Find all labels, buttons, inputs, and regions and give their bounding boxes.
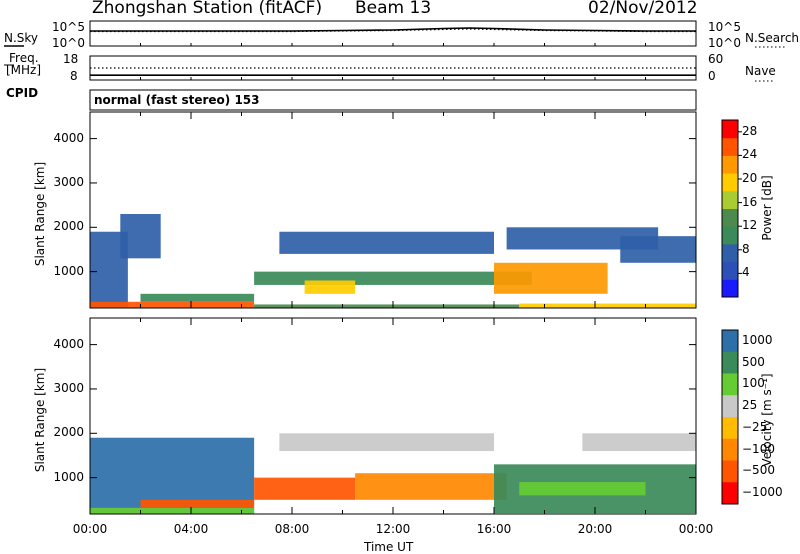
colorbar-segment — [722, 330, 738, 353]
data-band — [279, 231, 494, 254]
x-tick-label: 12:00 — [375, 522, 411, 536]
colorbar-tick-label: 24 — [742, 147, 758, 162]
nave-tick-top: 60 — [708, 52, 724, 66]
freq-label: Freq. — [9, 51, 39, 65]
data-band — [279, 433, 494, 452]
strip-series-line — [90, 28, 696, 33]
nave-label: Nave — [745, 64, 776, 78]
strip-frame — [89, 55, 697, 81]
colorbar-tick-label: −25 — [742, 419, 768, 434]
data-band — [494, 262, 608, 294]
n-sky-tick-top: 10^5 — [52, 20, 85, 34]
y-tick-label: 4000 — [53, 336, 84, 351]
colorbar-tick-label: −500 — [742, 463, 775, 478]
y-tick-label: 3000 — [53, 380, 84, 395]
y-tick-label: 2000 — [53, 425, 84, 440]
freq-tick-top: 18 — [63, 52, 79, 66]
n-sky-tick-bottom: 10^0 — [52, 36, 85, 50]
colorbar-tick-label: 500 — [742, 354, 765, 369]
colorbar-segment — [722, 373, 738, 396]
colorbar-frame — [721, 329, 739, 505]
velocity-y-axis-label: Slant Range [km] — [33, 367, 47, 473]
x-tick-label: 00:00 — [72, 522, 108, 536]
y-tick-label: 2000 — [53, 219, 84, 234]
power-y-axis-label: Slant Range [km] — [33, 161, 47, 267]
colorbar-tick-label: 20 — [742, 171, 758, 185]
x-axis-label: Time UT — [364, 540, 414, 554]
data-band — [304, 280, 356, 294]
data-band — [355, 473, 507, 500]
colorbar-segment — [722, 417, 738, 440]
colorbar-tick-label: 25 — [742, 398, 758, 413]
colorbar-segment — [722, 137, 738, 156]
colorbar-segment — [722, 279, 738, 298]
cpid-frame — [89, 89, 697, 111]
colorbar-segment — [722, 482, 738, 505]
data-band — [620, 236, 696, 263]
colorbar-segment — [722, 243, 738, 263]
colorbar-segment — [722, 460, 738, 483]
colorbar-frame — [721, 119, 739, 298]
station-title: Zhongshan Station (fitACF) — [92, 0, 323, 18]
colorbar-segment — [722, 395, 738, 418]
colorbar-segment — [722, 226, 738, 245]
colorbar-tick-label: 8 — [742, 241, 750, 256]
data-band — [140, 499, 255, 508]
x-tick-label: 16:00 — [476, 522, 512, 536]
colorbar-tick-label: −100 — [742, 441, 775, 456]
colorbar-tick-label: 100 — [742, 376, 765, 391]
n-search-tick-bottom: 10^0 — [708, 36, 741, 50]
data-band — [254, 477, 356, 500]
data-band — [582, 433, 696, 452]
data-band — [254, 271, 532, 285]
beam-label: Beam 13 — [355, 0, 432, 18]
velocity-heatmap — [90, 433, 696, 514]
x-tick-label: 00:00 — [678, 522, 714, 536]
data-band — [519, 482, 646, 496]
cpid-mode-text: normal (fast stereo) 153 — [94, 93, 260, 107]
n-sky-label: N.Sky — [4, 31, 39, 45]
data-band — [254, 304, 520, 308]
colorbar-tick-label: 1000 — [742, 332, 773, 347]
colorbar-tick-label: 12 — [742, 218, 758, 233]
y-tick-label: 1000 — [53, 263, 84, 278]
n-search-label: N.Search — [745, 31, 800, 45]
colorbar-segment — [722, 438, 738, 461]
data-band — [519, 303, 696, 308]
data-band — [90, 301, 255, 308]
plot-axes — [4, 20, 785, 515]
colorbar-tick-label: 4 — [742, 265, 750, 280]
n-search-tick-top: 10^5 — [708, 20, 741, 34]
nave-tick-bottom: 0 — [708, 69, 716, 83]
colorbar-tick-label: 28 — [742, 123, 758, 138]
colorbar-tick-label: −1000 — [742, 485, 783, 500]
colorbar-segment — [722, 173, 738, 192]
colorbar-segment — [722, 208, 738, 227]
cpid-label: CPID — [6, 86, 39, 100]
colorbar-segment — [722, 351, 738, 374]
x-tick-label: 08:00 — [274, 522, 310, 536]
freq-tick-bottom: 8 — [70, 69, 78, 83]
data-band — [120, 213, 161, 259]
x-tick-label: 04:00 — [173, 522, 209, 536]
colorbar-tick-label: 16 — [742, 194, 758, 209]
strip-series-line — [90, 27, 696, 32]
data-band — [90, 507, 255, 514]
data-band — [140, 293, 255, 302]
y-tick-label: 4000 — [53, 130, 84, 145]
freq-unit-label: [MHz] — [6, 63, 42, 77]
colorbar-segment — [722, 190, 738, 209]
colorbar-segment — [722, 155, 738, 174]
date-label: 02/Nov/2012 — [588, 0, 698, 18]
x-tick-label: 20:00 — [577, 522, 613, 536]
power-heatmap — [90, 213, 696, 308]
colorbar-segment — [722, 120, 738, 139]
power-colorbar-label: Power [dB] — [760, 175, 774, 241]
strip-frame — [89, 20, 697, 47]
y-tick-label: 3000 — [53, 174, 84, 189]
y-tick-label: 1000 — [53, 469, 84, 484]
colorbar-segment — [722, 261, 738, 280]
